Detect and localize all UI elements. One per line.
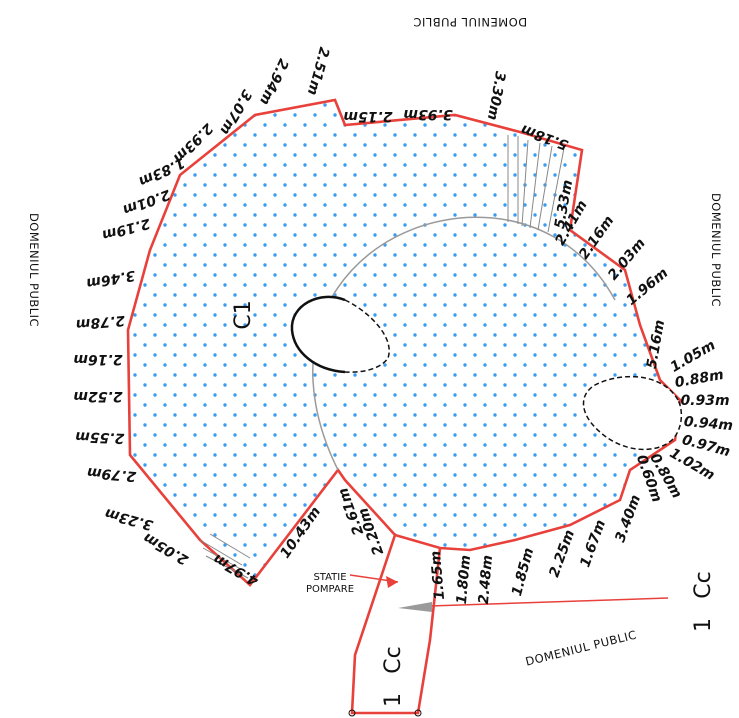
- domeniul-left-label: DOMENIUL PUBLIC: [27, 213, 41, 327]
- dim-3-93: 3.93m: [403, 106, 452, 122]
- cc-right-number: 1: [691, 618, 716, 632]
- left-oval-solid: [290, 295, 346, 374]
- statie-label: STATIE: [313, 572, 346, 583]
- dim-2-16: 2.16m: [73, 351, 122, 367]
- dim-2-78: 2.78m: [75, 312, 125, 332]
- hatch-bottom-left: [199, 533, 251, 579]
- dim-3-23: 3.23m: [103, 505, 155, 533]
- parcel-boundary: [126, 98, 682, 587]
- dim-2-05: 2.05m: [141, 529, 192, 567]
- cc-right-label: Cc: [691, 571, 716, 598]
- dim-2-55: 2.55m: [75, 428, 125, 446]
- access-lane-boundary: [350, 534, 442, 715]
- dim-1-85: 1.85m: [509, 546, 537, 598]
- cc-right-pointer: [429, 597, 669, 607]
- right-oval: [582, 375, 683, 451]
- left-oval-dashed: [344, 299, 390, 373]
- domeniul-bottom-label: DOMENIUL PUBLIC: [524, 628, 638, 669]
- dim-2-15: 2.15m: [343, 108, 392, 124]
- domeniul-right-label: DOMENIUL PUBLIC: [709, 193, 723, 307]
- dim-0-93: 0.93m: [680, 393, 729, 409]
- cc-bottom-label: Cc: [381, 646, 406, 673]
- dim-2-48: 2.48m: [476, 554, 496, 604]
- dim-0-94: 0.94m: [683, 414, 733, 434]
- dim-2-25: 2.25m: [546, 528, 578, 580]
- dim-2-79: 2.79m: [86, 464, 136, 484]
- dim-3-30: 3.30m: [484, 70, 508, 121]
- dim-2-52: 2.52m: [73, 388, 122, 404]
- dim-2-51: 2.51m: [304, 45, 332, 97]
- cc-bottom-number: 1: [381, 693, 406, 707]
- parcel-fill: [128, 100, 680, 585]
- dim-3-46: 3.46m: [85, 267, 136, 291]
- dim-1-65: 1.65m: [428, 550, 448, 600]
- pompare-label: POMPARE: [306, 584, 354, 595]
- dim-1-80: 1.80m: [454, 554, 474, 604]
- dim-5-16: 5.16m: [644, 319, 668, 370]
- c1-label: C1: [231, 300, 256, 329]
- domeniul-top-label: DOMENIUL PUBLIC: [413, 15, 527, 29]
- dim-2-19: 2.19m: [100, 215, 152, 243]
- dim-1-67: 1.67m: [577, 518, 609, 570]
- dim-2-94: 2.94m: [256, 56, 291, 107]
- inner-ring-line: [312, 216, 616, 471]
- hatch-top: [507, 135, 565, 233]
